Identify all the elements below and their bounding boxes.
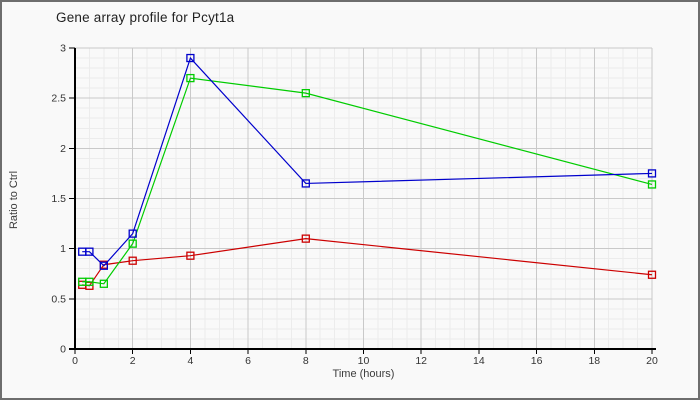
x-tick-label: 2	[130, 355, 136, 367]
green-series-marker	[186, 73, 195, 83]
y-tick-label: 2	[60, 143, 66, 155]
blue-series-line	[82, 56, 653, 267]
x-tick-label: 6	[245, 355, 251, 367]
x-tick-label: 4	[187, 355, 193, 367]
blue-series-marker	[647, 169, 657, 178]
x-tick-label: 18	[588, 355, 600, 367]
red-series-marker	[186, 251, 195, 260]
red-series-marker	[128, 256, 137, 265]
major-gridlines	[75, 47, 653, 349]
tick-marks	[69, 47, 653, 354]
blue-series-marker	[99, 261, 108, 270]
green-series-line	[82, 77, 653, 285]
green-series-marker	[301, 89, 310, 98]
red-series-marker	[647, 270, 657, 279]
x-tick-label: 12	[415, 355, 427, 367]
y-tick-label: 1	[60, 243, 66, 255]
tick-labels: 0 2 4 6 8 10 12 14 16 18 20 0 0.5 1 1.5 2 2.5 3	[51, 43, 658, 368]
red-series-marker	[301, 234, 310, 243]
red-series	[78, 234, 657, 290]
green-series-marker	[99, 279, 108, 288]
blue-series-marker	[85, 247, 94, 256]
green-series-marker	[647, 180, 657, 189]
blue-series-marker	[301, 179, 310, 188]
x-tick-label: 10	[358, 355, 370, 367]
y-tick-label: 0	[60, 344, 66, 356]
blue-series-marker	[186, 53, 195, 63]
x-tick-label: 20	[646, 355, 658, 367]
y-tick-label: 2.5	[51, 93, 66, 105]
y-tick-label: 3	[60, 43, 66, 55]
x-tick-label: 8	[303, 355, 309, 367]
chart-title: Gene array profile for Pcyt1a	[56, 10, 235, 25]
blue-series	[78, 53, 657, 270]
green-series-marker	[85, 277, 94, 286]
green-series	[78, 73, 657, 288]
x-axis-title: Time (hours)	[332, 368, 395, 380]
blue-series-marker	[128, 229, 137, 238]
green-series-marker	[128, 239, 137, 248]
y-tick-label: 1.5	[51, 193, 66, 205]
x-tick-label: 16	[531, 355, 543, 367]
y-tick-label: 0.5	[51, 293, 66, 305]
x-tick-label: 0	[72, 355, 78, 367]
x-tick-label: 14	[473, 355, 485, 367]
